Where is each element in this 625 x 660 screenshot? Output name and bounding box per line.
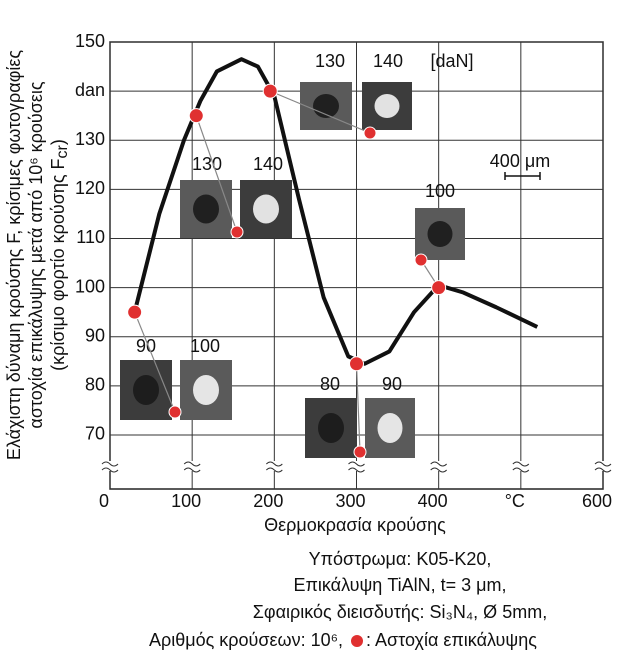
photo-label: 130 [315, 51, 345, 71]
y-axis-label: (κρίσιμο φορτίο κρούσης Fcr) [48, 139, 71, 371]
axis-break [430, 461, 447, 471]
legend-marker [351, 635, 363, 647]
photo-spot [377, 413, 403, 443]
photo-spot [193, 194, 219, 224]
y-tick-label: 150 [75, 31, 105, 51]
note: Σφαιρικός διεισδυτής: Si₃N₄, Ø 5mm, [253, 602, 547, 622]
axis-break [348, 461, 365, 471]
y-tick-label: 120 [75, 178, 105, 198]
y-tick-label: 130 [75, 129, 105, 149]
data-point [127, 304, 143, 320]
y-axis-label-sub: cr [54, 144, 71, 158]
photo-spot [427, 221, 453, 247]
x-tick-label: 100 [171, 491, 201, 511]
photo-label: 80 [320, 374, 340, 394]
photo-spot [133, 375, 159, 405]
data-point [431, 280, 447, 296]
y-tick-label: 110 [76, 227, 105, 247]
axis-break [266, 461, 283, 471]
connector [269, 90, 371, 134]
photo-marker [230, 225, 244, 239]
x-tick-label: °C [505, 491, 525, 511]
y-tick-label: 100 [75, 276, 105, 296]
note: Υπόστρωμα: K05-K20, [309, 549, 492, 569]
photo-label: 140 [373, 51, 403, 71]
x-tick-label: 0 [99, 491, 109, 511]
photo-label: 100 [425, 181, 455, 201]
note: Αριθμός κρούσεων: 10⁶, [149, 630, 343, 650]
data-point [349, 356, 364, 372]
photo-label: 90 [382, 374, 402, 394]
photo-marker [363, 126, 377, 140]
photo-label: 90 [136, 336, 156, 356]
photo-marker [168, 405, 182, 419]
connector [355, 363, 361, 453]
photo-label: 140 [253, 154, 283, 174]
axis-break [595, 461, 611, 471]
photo-spot [253, 194, 279, 224]
photo-label: 130 [192, 154, 222, 174]
x-tick-label: 400 [418, 491, 448, 511]
x-tick-label: 600 [582, 491, 612, 511]
photo-spot [374, 94, 400, 118]
y-tick-label: 80 [85, 375, 105, 395]
axis-break [512, 461, 530, 473]
photo-label: 100 [190, 336, 220, 356]
axis-break [183, 461, 201, 473]
data-point [262, 83, 278, 99]
connector [195, 115, 238, 233]
scale-label: 400 μm [490, 151, 550, 171]
axis-break [265, 461, 283, 473]
x-tick-label: 300 [335, 491, 365, 511]
axis-break [512, 461, 529, 471]
axis-break [101, 461, 119, 473]
photo-spot [193, 375, 219, 405]
photo-label: [daN] [430, 51, 473, 71]
y-tick-label: 70 [85, 424, 105, 444]
y-axis-label: (κρίσιμο φορτίο κρούσης F [48, 158, 68, 370]
photo-spot [318, 413, 344, 443]
axis-break [594, 461, 612, 473]
y-axis-label: ) [48, 139, 68, 145]
note: Επικάλυψη TiAlN, t= 3 μm, [293, 575, 506, 595]
y-axis-label: αστοχία επικάλυψης μετά από 10⁶ κρούσεις [26, 81, 46, 428]
y-tick-label: 90 [85, 325, 105, 345]
scale-bar [504, 172, 541, 180]
photo-marker [414, 253, 428, 267]
axis-break [102, 461, 118, 471]
legend-text: : Αστοχία επικάλυψης [366, 630, 537, 650]
axis-break [348, 461, 365, 473]
connector [134, 311, 176, 413]
data-point [188, 108, 204, 124]
axis-break [184, 461, 201, 471]
y-tick-label: dan [75, 80, 105, 100]
x-tick-label: 200 [253, 491, 283, 511]
axis-break [430, 461, 448, 473]
x-axis-label: Θερμοκρασία κρούσης [264, 515, 446, 535]
y-axis-label: Ελάχιστη δύναμη κρούσης F, κρίσιμες φωτο… [4, 50, 24, 460]
photo-marker [353, 445, 367, 459]
